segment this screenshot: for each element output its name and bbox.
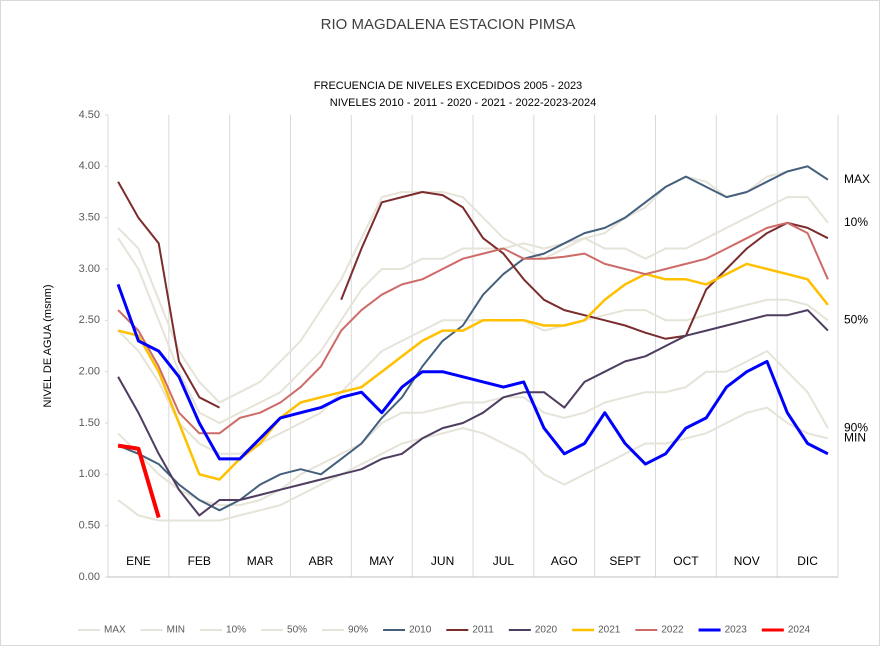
y-tick-label: 1.50: [79, 417, 100, 429]
series-line: [117, 262, 829, 481]
x-tick-label: DIC: [797, 554, 818, 568]
end-label: 90%: [844, 420, 868, 434]
x-tick-label: ABR: [309, 554, 334, 568]
y-tick-label: 0.50: [79, 520, 100, 532]
series-line: [117, 221, 829, 435]
series-line: [116, 283, 829, 466]
x-tick-label: FEB: [188, 554, 211, 568]
x-tick-label: MAR: [247, 554, 274, 568]
end-label: 10%: [844, 215, 868, 229]
y-tick-label: 3.00: [79, 263, 100, 275]
end-label: MAX: [844, 172, 870, 186]
x-tick-label: JUL: [493, 554, 515, 568]
y-tick-label: 1.00: [79, 468, 100, 480]
legend-label: 2021: [598, 625, 621, 636]
legend-label: 2010: [409, 625, 432, 636]
x-tick-label: SEPT: [609, 554, 641, 568]
series-line: [117, 350, 829, 507]
series-line: [117, 298, 829, 455]
legend-label: 10%: [226, 625, 246, 636]
x-tick-label: OCT: [673, 554, 699, 568]
chart-subtitle: FRECUENCIA DE NIVELES EXCEDIDOS 2005 - 2…: [314, 80, 582, 92]
chart-title: RIO MAGDALENA ESTACION PIMSA: [321, 16, 576, 33]
end-label: MIN: [844, 431, 866, 445]
series-line: [117, 196, 829, 424]
x-tick-label: NOV: [734, 554, 760, 568]
y-tick-label: 4.50: [79, 109, 100, 121]
y-axis-label: NIVEL DE AGUA (msnm): [42, 284, 54, 407]
legend-label: 2020: [535, 625, 558, 636]
series-line: [117, 165, 829, 512]
y-tick-label: 2.50: [79, 314, 100, 326]
y-tick-label: 0.00: [79, 571, 100, 583]
legend-label: MAX: [104, 625, 126, 636]
legend-label: 2022: [661, 625, 684, 636]
series-line: [117, 443, 161, 519]
legend-label: 2024: [788, 625, 811, 636]
series-line: [117, 181, 829, 409]
x-tick-label: ENE: [126, 554, 151, 568]
y-tick-label: 4.00: [79, 160, 100, 172]
x-tick-label: AGO: [551, 554, 578, 568]
x-tick-label: MAY: [369, 554, 394, 568]
legend-label: MIN: [167, 625, 185, 636]
end-label: 50%: [844, 313, 868, 327]
legend-label: 50%: [287, 625, 307, 636]
series-line: [117, 165, 829, 404]
chart-subtitle: NIVELES 2010 - 2011 - 2020 - 2021 - 2022…: [330, 97, 596, 109]
legend-label: 2023: [725, 625, 748, 636]
series-line: [117, 309, 829, 517]
legend-label: 90%: [348, 625, 368, 636]
legend-label: 2011: [472, 625, 494, 636]
y-tick-label: 3.50: [79, 212, 100, 224]
series-line: [117, 406, 829, 522]
x-tick-label: JUN: [431, 554, 454, 568]
y-tick-label: 2.00: [79, 366, 100, 378]
